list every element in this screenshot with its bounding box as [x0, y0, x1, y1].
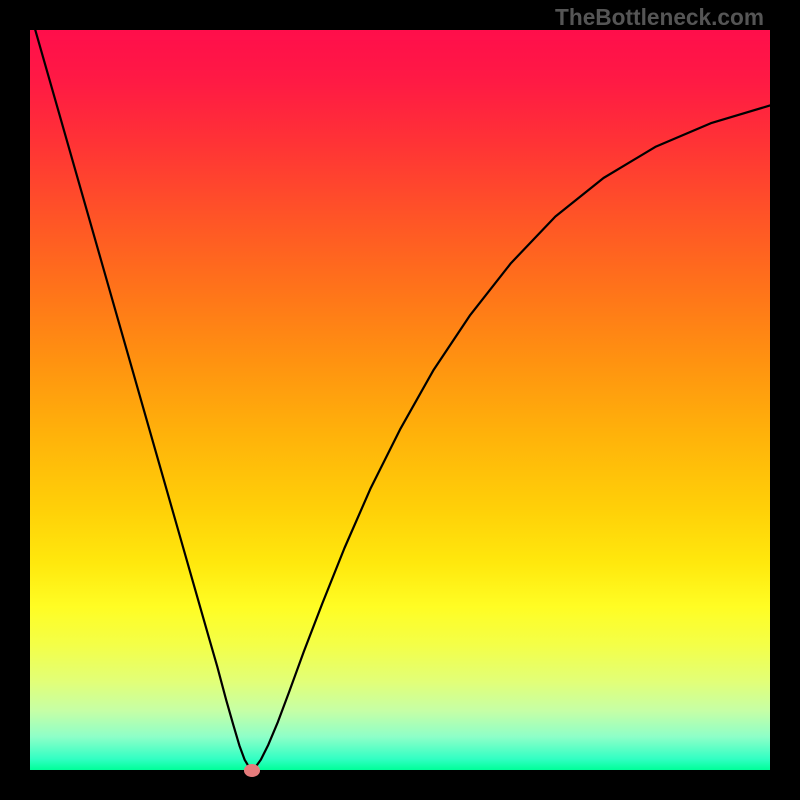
minimum-marker: [244, 764, 260, 777]
curve-svg: [30, 30, 770, 770]
plot-area: [30, 30, 770, 770]
bottleneck-curve: [30, 30, 770, 770]
chart-frame: TheBottleneck.com: [0, 0, 800, 800]
watermark-text: TheBottleneck.com: [555, 4, 764, 31]
